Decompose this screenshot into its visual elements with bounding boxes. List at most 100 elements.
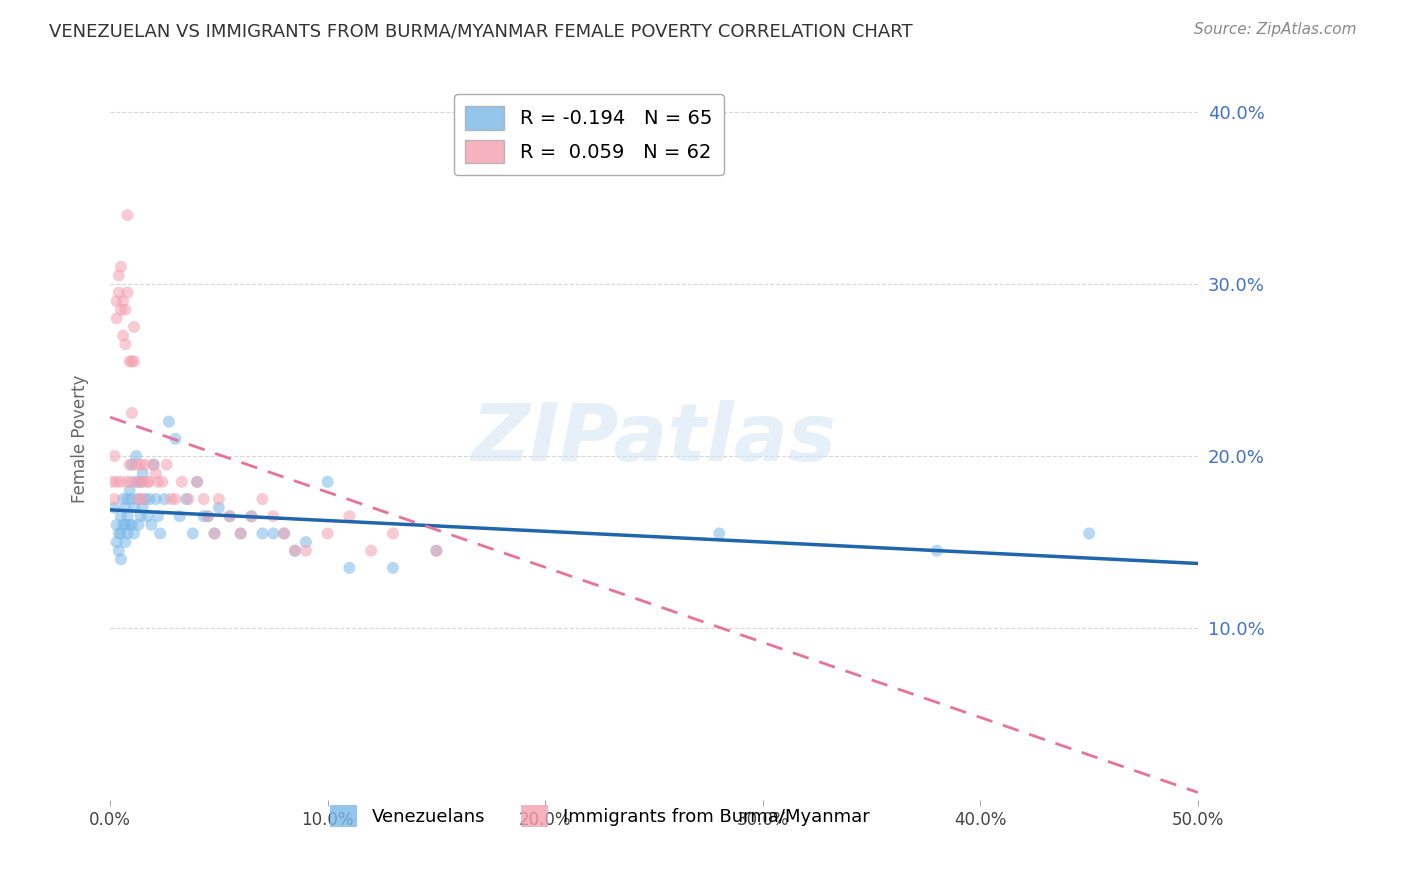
Point: [160, 491, 183, 506]
Point: [117, 491, 139, 506]
Point: [101, 475, 124, 489]
Point: [131, 500, 153, 515]
Point: [229, 526, 252, 541]
Point: [114, 302, 136, 317]
Point: [425, 543, 447, 558]
Point: [136, 509, 159, 524]
Point: [103, 500, 125, 515]
Point: [153, 491, 176, 506]
Point: [174, 491, 197, 506]
Point: [103, 449, 125, 463]
Point: [105, 294, 128, 309]
Point: [316, 526, 339, 541]
Text: ZIPatlas: ZIPatlas: [471, 400, 837, 478]
Point: [110, 509, 132, 524]
Point: [105, 475, 128, 489]
Point: [105, 517, 128, 532]
Point: [110, 302, 132, 317]
Point: [381, 526, 404, 541]
Point: [131, 491, 153, 506]
Point: [107, 268, 129, 283]
Point: [112, 491, 135, 506]
Point: [121, 491, 143, 506]
Point: [122, 320, 145, 334]
Point: [141, 517, 163, 532]
Point: [337, 561, 360, 575]
Point: [112, 328, 135, 343]
Point: [125, 449, 148, 463]
Point: [134, 491, 156, 506]
Point: [262, 526, 284, 541]
Point: [165, 432, 187, 446]
Point: [218, 509, 240, 524]
Point: [252, 491, 274, 506]
Point: [425, 543, 447, 558]
Point: [186, 475, 208, 489]
Point: [131, 467, 153, 481]
Point: [240, 509, 263, 524]
Point: [170, 475, 193, 489]
Point: [117, 509, 139, 524]
Point: [316, 475, 339, 489]
Point: [138, 475, 160, 489]
Point: [110, 526, 132, 541]
Point: [284, 543, 307, 558]
Point: [337, 509, 360, 524]
Point: [284, 543, 307, 558]
Point: [142, 458, 165, 472]
Point: [157, 415, 180, 429]
Text: VENEZUELAN VS IMMIGRANTS FROM BURMA/MYANMAR FEMALE POVERTY CORRELATION CHART: VENEZUELAN VS IMMIGRANTS FROM BURMA/MYAN…: [49, 22, 912, 40]
Point: [204, 526, 226, 541]
Point: [240, 509, 263, 524]
Point: [138, 491, 160, 506]
Point: [218, 509, 240, 524]
Point: [273, 526, 295, 541]
Point: [121, 406, 143, 420]
Point: [1078, 526, 1101, 541]
Point: [229, 526, 252, 541]
Point: [118, 458, 141, 472]
Point: [136, 475, 159, 489]
Point: [262, 509, 284, 524]
Point: [181, 526, 204, 541]
Point: [121, 458, 143, 472]
Point: [131, 475, 153, 489]
Point: [117, 285, 139, 300]
Point: [150, 475, 173, 489]
Point: [118, 517, 141, 532]
Point: [114, 517, 136, 532]
Point: [117, 208, 139, 222]
Point: [122, 354, 145, 368]
Point: [110, 260, 132, 274]
Point: [295, 535, 318, 549]
Point: [145, 491, 167, 506]
Point: [121, 354, 143, 368]
Point: [156, 458, 179, 472]
Point: [105, 311, 128, 326]
Point: [925, 543, 948, 558]
Point: [186, 475, 208, 489]
Point: [165, 491, 187, 506]
Point: [208, 491, 231, 506]
Point: [107, 543, 129, 558]
Point: [114, 535, 136, 549]
Point: [169, 509, 191, 524]
Point: [127, 475, 149, 489]
Point: [273, 526, 295, 541]
Point: [118, 354, 141, 368]
Point: [204, 526, 226, 541]
Text: Source: ZipAtlas.com: Source: ZipAtlas.com: [1194, 22, 1357, 37]
Point: [114, 500, 136, 515]
Point: [197, 509, 219, 524]
Point: [118, 483, 141, 498]
Point: [129, 458, 152, 472]
Point: [197, 509, 219, 524]
Point: [107, 526, 129, 541]
Legend: Venezuelans, Immigrants from Burma/Myanmar: Venezuelans, Immigrants from Burma/Myanm…: [322, 798, 876, 835]
Y-axis label: Female Poverty: Female Poverty: [72, 375, 89, 503]
Point: [125, 475, 148, 489]
Point: [117, 526, 139, 541]
Point: [252, 526, 274, 541]
Point: [103, 491, 125, 506]
Point: [112, 294, 135, 309]
